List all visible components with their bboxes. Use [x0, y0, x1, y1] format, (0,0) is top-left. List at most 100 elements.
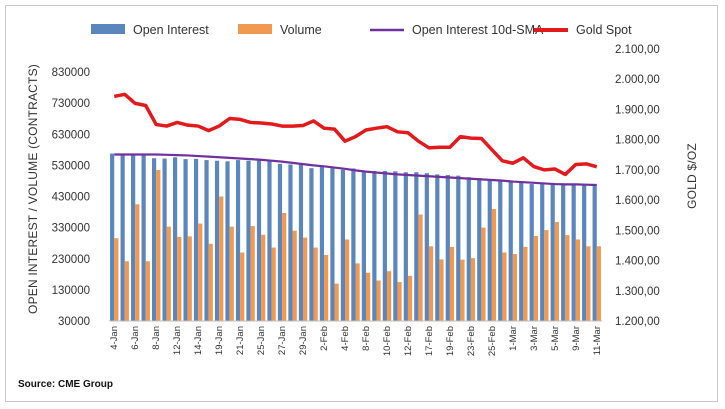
open-interest-bar: [235, 160, 241, 321]
right-tick-label: 1.300,00: [615, 286, 660, 298]
open-interest-bar: [141, 154, 146, 321]
volume-bar: [365, 272, 371, 321]
volume-bar: [439, 259, 444, 321]
volume-bar: [355, 263, 360, 321]
open-interest-bar: [571, 183, 576, 321]
volume-bar: [303, 237, 308, 321]
source-note: Source: CME Group: [18, 379, 113, 390]
open-interest-bar: [288, 164, 293, 321]
right-axis-ticks: 2.100,00 2.000,00 1.900,00 1.800,00 1.700,00…: [615, 44, 660, 328]
volume-bar: [386, 271, 392, 321]
open-interest-bar: [382, 170, 387, 321]
open-interest-bar: [403, 172, 408, 321]
x-tick-label: 11-Mar: [592, 326, 603, 355]
left-tick-label: 30000: [58, 316, 90, 328]
open-interest-bar: [267, 160, 272, 321]
left-axis-label: OPEN INTEREST / VOLUME (CONTRACTS): [26, 64, 40, 314]
volume-bar: [586, 246, 591, 321]
x-tick-label: 17-Feb: [424, 326, 435, 356]
volume-bar: [491, 208, 497, 321]
chart-lines: [113, 92, 598, 187]
volume-bar: [575, 239, 580, 321]
volume-bar: [219, 196, 224, 321]
x-tick-label: 2-Feb: [319, 326, 330, 351]
x-tick-label: 10-Feb: [382, 326, 393, 356]
x-axis-ticks: 4-Jan 6-Jan 8-Jan 12-Jan 14-Jan 19-Jan 21-Jan 2…: [109, 326, 603, 356]
legend: Open Interest Volume Open Interest 10d-SMA…: [91, 23, 632, 37]
open-interest-bar: [445, 175, 450, 321]
volume-bar: [334, 283, 339, 321]
x-tick-label: 8-Feb: [361, 326, 372, 351]
open-interest-bar: [246, 160, 251, 321]
gold-spot-line: [113, 92, 598, 177]
open-interest-bar: [456, 175, 461, 321]
legend-entry: Open Interest: [133, 23, 209, 37]
open-interest-bar: [550, 184, 555, 321]
open-interest-bar: [435, 174, 440, 321]
volume-bar: [135, 204, 140, 321]
left-tick-label: 230000: [52, 254, 90, 266]
left-tick-label: 430000: [52, 192, 90, 204]
volume-bar: [523, 246, 528, 321]
volume-bar: [554, 222, 559, 321]
volume-bar: [512, 254, 518, 321]
right-tick-label: 1.500,00: [615, 225, 660, 237]
volume-bar: [187, 236, 192, 321]
volume-bars: [114, 170, 601, 321]
open-interest-bar: [582, 184, 587, 321]
x-tick-label: 12-Jan: [172, 326, 183, 355]
open-interest-bar: [424, 173, 429, 321]
open-interest-bar: [152, 158, 157, 321]
open-interest-bar: [466, 177, 471, 321]
open-interest-bar: [351, 168, 356, 321]
x-tick-label: 8-Jan: [151, 326, 162, 350]
open-interest-bar: [277, 163, 283, 321]
x-tick-label: 21-Jan: [235, 326, 246, 355]
volume-bar: [428, 246, 434, 321]
volume-bar: [481, 227, 486, 321]
open-interest-bar: [225, 161, 230, 321]
open-interest-bar: [519, 182, 524, 321]
open-interest-bar: [256, 160, 262, 321]
x-tick-label: 1-Mar: [508, 326, 519, 351]
volume-bar: [313, 247, 318, 321]
legend-swatch: [238, 24, 272, 34]
right-tick-label: 2.100,00: [615, 44, 660, 56]
x-tick-label: 25-Jan: [256, 326, 267, 355]
left-tick-label: 730000: [52, 98, 90, 110]
x-tick-label: 12-Feb: [403, 326, 414, 356]
volume-bar: [198, 223, 203, 321]
left-tick-label: 130000: [52, 285, 90, 297]
volume-bar: [229, 226, 234, 321]
open-interest-bar: [204, 160, 209, 321]
open-interest-bar: [361, 170, 366, 321]
open-interest-bar: [193, 158, 199, 321]
x-tick-label: 5-Mar: [550, 326, 561, 351]
open-interest-bar: [214, 160, 220, 321]
chart-frame: Open Interest Volume Open Interest 10d-SMA…: [5, 5, 718, 402]
left-tick-label: 530000: [52, 160, 90, 172]
volume-bar: [124, 261, 129, 321]
open-interest-bar: [414, 172, 419, 321]
open-interest-bar: [508, 180, 513, 321]
open-interest-bar: [393, 171, 398, 321]
open-interest-bar: [498, 180, 503, 321]
open-interest-bar: [309, 168, 314, 321]
x-tick-label: 23-Feb: [466, 326, 477, 356]
open-interest-bar: [162, 158, 167, 321]
open-interest-bar: [330, 168, 335, 321]
open-interest-bar: [487, 179, 492, 321]
volume-bar: [544, 230, 549, 321]
volume-bar: [240, 252, 245, 321]
volume-bar: [418, 214, 423, 321]
x-tick-label: 3-Mar: [529, 326, 540, 351]
open-interest-bar: [540, 183, 545, 321]
volume-bar: [345, 239, 350, 321]
volume-bar: [261, 234, 266, 321]
right-tick-label: 1.800,00: [615, 135, 660, 147]
x-tick-label: 14-Jan: [193, 326, 204, 355]
open-interest-bar: [298, 163, 304, 321]
x-tick-label: 4-Jan: [109, 326, 120, 350]
volume-bar: [177, 236, 182, 321]
volume-bar: [470, 258, 476, 321]
